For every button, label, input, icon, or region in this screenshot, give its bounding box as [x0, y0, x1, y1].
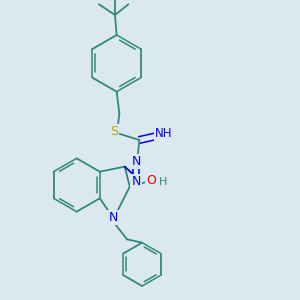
- Text: S: S: [110, 125, 118, 138]
- Text: N: N: [131, 155, 141, 168]
- Text: N: N: [131, 175, 141, 188]
- Text: NH: NH: [154, 128, 172, 140]
- Text: H: H: [159, 177, 167, 187]
- Text: O: O: [146, 174, 156, 187]
- Text: N: N: [108, 211, 118, 224]
